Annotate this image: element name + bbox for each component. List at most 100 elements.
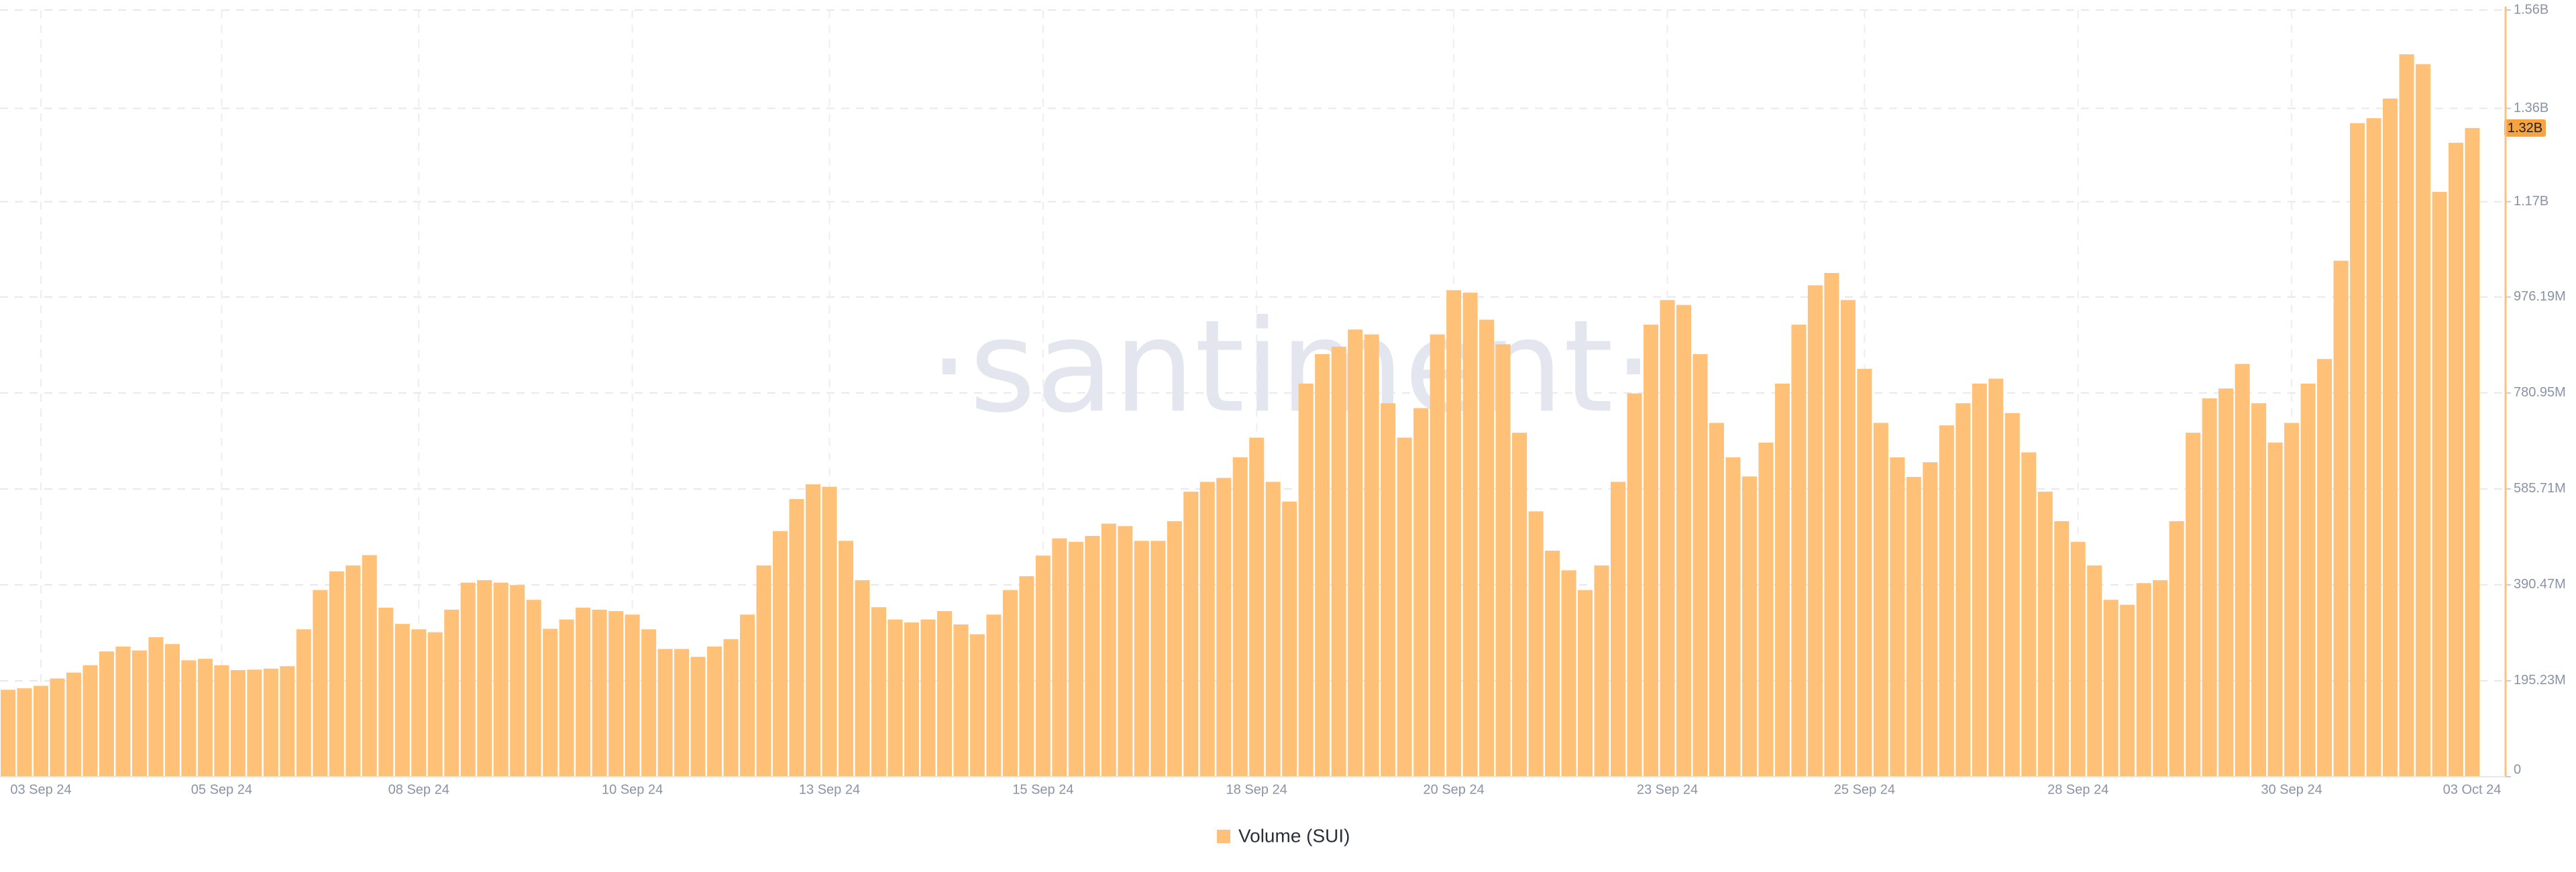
bar [1298,383,1313,777]
y-tick-label: 585.71M [2514,481,2566,496]
x-tick-label: 13 Sep 24 [799,782,860,797]
bar [1906,477,1921,777]
x-tick-label: 25 Sep 24 [1834,782,1895,797]
bar [1216,478,1232,777]
y-tick-label: 195.23M [2514,673,2566,688]
x-tick-label: 03 Oct 24 [2443,782,2502,797]
legend-label: Volume (SUI) [1238,825,1350,846]
bar [1807,285,1823,777]
bar [1315,353,1330,777]
bar [1068,541,1083,777]
bar [247,669,262,777]
bar [1150,541,1166,777]
bar [378,607,394,777]
bar [1627,393,1642,777]
bar [2103,600,2118,777]
bar [0,690,16,777]
bar [773,531,788,777]
bar [888,619,903,777]
bar [1035,555,1051,777]
bar [608,611,624,777]
last-value-badge [2504,119,2546,137]
bar [1774,383,1790,777]
bar [641,629,657,777]
bar [1561,570,1576,777]
bar [2120,604,2135,777]
bar [2416,64,2431,777]
bar [855,580,870,777]
bar [2284,423,2300,777]
bar [690,657,706,777]
bar [2267,442,2283,777]
bar [1988,378,2004,777]
bar [2317,359,2332,777]
bar [625,614,640,777]
legend-swatch [1217,830,1230,843]
bar [936,611,952,777]
x-tick-label: 20 Sep 24 [1424,782,1485,797]
bar [592,609,607,777]
bar [1331,346,1346,777]
bar [1364,334,1379,777]
bar [1725,457,1741,777]
bar [707,646,722,777]
bar [460,582,476,777]
bar [2202,398,2217,777]
bar [2448,142,2464,777]
bar-series [0,54,2480,777]
x-tick-label: 18 Sep 24 [1226,782,1287,797]
bar [214,665,229,777]
bar [1693,353,1708,777]
x-tick-label: 10 Sep 24 [602,782,663,797]
bar [1758,442,1774,777]
bar [657,649,673,777]
bar [1282,501,1297,777]
bar [2186,433,2201,777]
bar [1183,492,1199,777]
bar [822,486,837,777]
y-tick-label: 780.95M [2514,385,2566,400]
bar [427,632,443,777]
bar [1643,324,1659,777]
bar [394,624,410,777]
bar [2465,127,2480,777]
bar [493,582,508,777]
bar [444,609,460,777]
bar [2021,452,2037,777]
bar [2300,383,2316,777]
x-tick-label: 30 Sep 24 [2261,782,2322,797]
bar [329,571,344,777]
bar [1134,541,1149,777]
bar [2366,118,2381,777]
bar [181,660,197,777]
x-tick-label: 23 Sep 24 [1637,782,1698,797]
bar [1824,272,1839,777]
bar [362,555,377,777]
bar [576,607,591,777]
bar [2399,54,2414,777]
bar [1232,457,1248,777]
x-tick-label: 28 Sep 24 [2047,782,2108,797]
bar [1265,482,1281,777]
bar [1972,383,1987,777]
bar [920,619,936,777]
bar [33,686,49,777]
bar [1741,476,1757,777]
bar [131,650,147,777]
bar [1348,329,1363,777]
bar [2054,521,2070,777]
bar [2004,413,2020,777]
bar [2037,492,2053,777]
x-tick-label: 15 Sep 24 [1012,782,1073,797]
bar [1873,423,1888,777]
bar [148,637,164,777]
bar [2169,521,2184,777]
bar [83,665,98,777]
bar [313,590,328,777]
y-tick-label: 1.56B [2514,2,2548,17]
bar [1413,408,1429,777]
y-tick-label: 976.19M [2514,289,2566,304]
bar [1381,403,1396,777]
y-tick-label: 1.17B [2514,194,2548,209]
